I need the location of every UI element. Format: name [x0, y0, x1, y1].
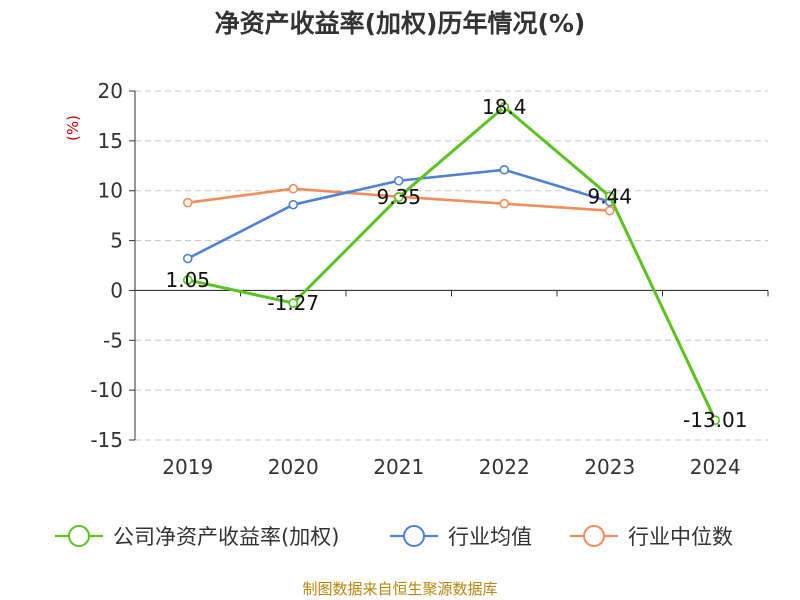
gridlines — [135, 90, 768, 441]
legend-label-1: 行业均值 — [448, 525, 532, 549]
legend: 公司净资产收益率(加权) 行业均值 行业中位数 — [55, 525, 733, 549]
data-label-2024: -13.01 — [683, 408, 747, 432]
y-tick-label: -5 — [103, 328, 123, 352]
y-tick-label: 0 — [110, 278, 123, 302]
chart-title: 净资产收益率(加权)历年情况(%) — [215, 9, 586, 38]
axes: 20 15 10 5 0 -5 -10 -15 2019 2020 2021 2022 2023 2024 — [90, 79, 769, 479]
legend-item-1[interactable]: 行业均值 — [390, 525, 532, 549]
series-1-point-2019 — [182, 253, 193, 264]
y-tick-label: 15 — [98, 129, 123, 153]
data-label-2020: -1.27 — [267, 291, 319, 315]
source-note: 制图数据来自恒生聚源数据库 — [302, 580, 497, 598]
series-lines — [182, 102, 721, 425]
legend-marker-2 — [583, 525, 605, 547]
series-2-point-2020 — [288, 183, 299, 194]
y-tick-label: -15 — [90, 428, 123, 452]
series-1-point-2022 — [499, 164, 510, 175]
y-tick-label: -10 — [90, 378, 123, 402]
legend-label-2: 行业中位数 — [628, 525, 733, 549]
legend-marker-0 — [68, 525, 90, 547]
data-label-2023: 9.44 — [587, 184, 632, 208]
series-0-point-2024 — [710, 415, 721, 425]
series-0-point-2020 — [288, 298, 299, 308]
data-label-2019: 1.05 — [165, 268, 210, 292]
x-tick-label-2024: 2024 — [690, 455, 741, 479]
data-labels: 1.05 -1.27 9.35 18.4 9.44 -13.01 — [165, 95, 747, 432]
legend-item-0[interactable]: 公司净资产收益率(加权) — [55, 525, 339, 549]
data-label-2021: 9.35 — [376, 185, 421, 209]
legend-item-2[interactable]: 行业中位数 — [570, 525, 733, 549]
y-axis-unit-label: (%) — [64, 115, 82, 141]
y-tick-label: 10 — [98, 179, 123, 203]
x-tick-label-2021: 2021 — [373, 455, 424, 479]
series-2-point-2023 — [604, 205, 615, 216]
series-0-point-2022 — [499, 102, 510, 112]
series-0-point-2019 — [182, 275, 193, 285]
data-label-2022: 18.4 — [482, 95, 527, 119]
series-1-point-2020 — [288, 199, 299, 210]
series-0-point-2021 — [393, 192, 404, 202]
series-2-point-2019 — [182, 197, 193, 208]
x-tick-label-2023: 2023 — [584, 455, 635, 479]
x-tick-label-2019: 2019 — [162, 455, 213, 479]
series-0-point-2023 — [604, 191, 615, 202]
series-line-0 — [187, 105, 717, 421]
legend-marker-1 — [403, 525, 425, 547]
series-2-point-2022 — [499, 198, 510, 209]
legend-label-0: 公司净资产收益率(加权) — [113, 525, 339, 549]
series-1-point-2021 — [393, 175, 404, 186]
y-tick-label: 5 — [110, 229, 123, 253]
x-tick-label-2022: 2022 — [479, 455, 530, 479]
x-tick-label-2020: 2020 — [268, 455, 319, 479]
y-tick-label: 20 — [98, 79, 123, 103]
